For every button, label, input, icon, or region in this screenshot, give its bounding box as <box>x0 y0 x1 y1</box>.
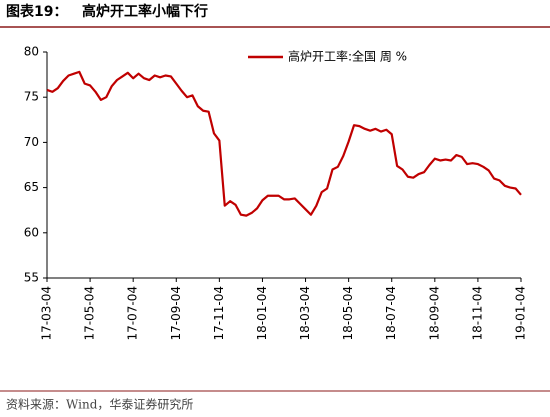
x-tick-label: 17-07-04 <box>126 286 140 340</box>
x-tick-label: 18-03-04 <box>298 286 312 340</box>
x-tick-label: 17-09-04 <box>169 286 183 340</box>
x-tick-label: 18-05-04 <box>341 286 355 340</box>
x-tick-label: 19-01-04 <box>514 286 528 340</box>
y-tick-label: 70 <box>24 135 39 149</box>
x-tick-label: 18-01-04 <box>255 286 269 340</box>
figure-label: 图表19： <box>6 3 67 20</box>
x-tick-label: 17-05-04 <box>83 286 97 340</box>
x-tick-label: 18-07-04 <box>384 286 398 340</box>
y-tick-label: 55 <box>24 271 39 285</box>
x-tick-label: 18-09-04 <box>427 286 441 340</box>
source: 资料来源：Wind，华泰证券研究所 <box>6 397 193 412</box>
x-tick-label: 17-11-04 <box>212 286 226 340</box>
legend-label: 高炉开工率:全国 周 % <box>288 49 407 64</box>
line-series <box>46 70 522 217</box>
y-tick-label: 80 <box>24 45 39 59</box>
y-tick-label: 60 <box>24 225 39 239</box>
figure-title: 高炉开工率小幅下行 <box>82 3 208 20</box>
y-tick-label: 65 <box>24 180 39 194</box>
y-tick-label: 75 <box>24 90 39 104</box>
x-tick-label: 17-03-04 <box>40 286 54 340</box>
x-tick-label: 18-11-04 <box>470 286 484 340</box>
